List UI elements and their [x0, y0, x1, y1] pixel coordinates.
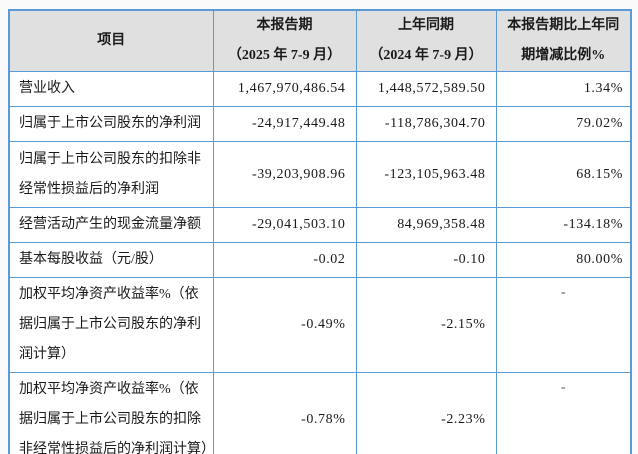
item-cell: 归属于上市公司股东的净利润: [8, 106, 214, 142]
prior-period-cell: -2.23%: [355, 372, 497, 454]
change-cell: 80.00%: [495, 242, 632, 278]
table-row: 加权平均净资产收益率%（依据归属于上市公司股东的扣除非经常性损益后的净利润计算）…: [8, 372, 632, 454]
item-cell: 加权平均净资产收益率%（依据归属于上市公司股东的净利润计算）: [8, 277, 214, 373]
current-period-cell: -0.49%: [212, 277, 357, 373]
change-cell: -: [495, 277, 632, 373]
table-row: 营业收入 1,467,970,486.54 1,448,572,589.50 1…: [8, 71, 632, 107]
prior-period-cell: -123,105,963.48: [355, 141, 497, 208]
header-prior-period: 上年同期 （2024 年 7-9 月）: [355, 9, 497, 72]
current-period-cell: -24,917,449.48: [212, 106, 357, 142]
quarterly-financial-table: 项目 本报告期 （2025 年 7-9 月） 上年同期 （2024 年 7-9 …: [8, 9, 632, 454]
change-cell: 79.02%: [495, 106, 632, 142]
header-current-period-dates: （2025 年 7-9 月）: [227, 48, 342, 63]
header-change-ratio: 本报告期比上年同期增减比例%: [495, 9, 632, 72]
prior-period-cell: -118,786,304.70: [355, 106, 497, 142]
header-item-label: 项目: [97, 33, 126, 48]
change-cell: 1.34%: [495, 71, 632, 107]
prior-period-cell: -0.10: [355, 242, 497, 278]
header-prior-period-title: 上年同期: [398, 18, 454, 33]
current-period-cell: -0.02: [212, 242, 357, 278]
header-current-period: 本报告期 （2025 年 7-9 月）: [212, 9, 357, 72]
item-cell: 营业收入: [8, 71, 214, 107]
current-period-cell: 1,467,970,486.54: [212, 71, 357, 107]
prior-period-cell: 84,969,358.48: [355, 207, 497, 243]
item-cell: 基本每股收益（元/股）: [8, 242, 214, 278]
item-cell: 加权平均净资产收益率%（依据归属于上市公司股东的扣除非经常性损益后的净利润计算）: [8, 372, 214, 454]
change-cell: -: [495, 372, 632, 454]
item-cell: 归属于上市公司股东的扣除非经常性损益后的净利润: [8, 141, 214, 208]
header-item: 项目: [8, 9, 214, 72]
header-change-ratio-label: 本报告期比上年同期增减比例%: [507, 18, 620, 63]
table-row: 归属于上市公司股东的扣除非经常性损益后的净利润 -39,203,908.96 -…: [8, 141, 632, 208]
change-cell: 68.15%: [495, 141, 632, 208]
header-current-period-title: 本报告期: [256, 18, 313, 33]
table-row: 经营活动产生的现金流量净额 -29,041,503.10 84,969,358.…: [8, 207, 632, 243]
table-row: 加权平均净资产收益率%（依据归属于上市公司股东的净利润计算） -0.49% -2…: [8, 277, 632, 373]
prior-period-cell: -2.15%: [355, 277, 497, 373]
item-cell: 经营活动产生的现金流量净额: [8, 207, 214, 243]
table-row: 归属于上市公司股东的净利润 -24,917,449.48 -118,786,30…: [8, 106, 632, 142]
change-cell: -134.18%: [495, 207, 632, 243]
prior-period-cell: 1,448,572,589.50: [355, 71, 497, 107]
header-row: 项目 本报告期 （2025 年 7-9 月） 上年同期 （2024 年 7-9 …: [8, 9, 632, 72]
current-period-cell: -0.78%: [212, 372, 357, 454]
current-period-cell: -29,041,503.10: [212, 207, 357, 243]
table-row: 基本每股收益（元/股） -0.02 -0.10 80.00%: [8, 242, 632, 278]
current-period-cell: -39,203,908.96: [212, 141, 357, 208]
header-prior-period-dates: （2024 年 7-9 月）: [369, 48, 483, 63]
